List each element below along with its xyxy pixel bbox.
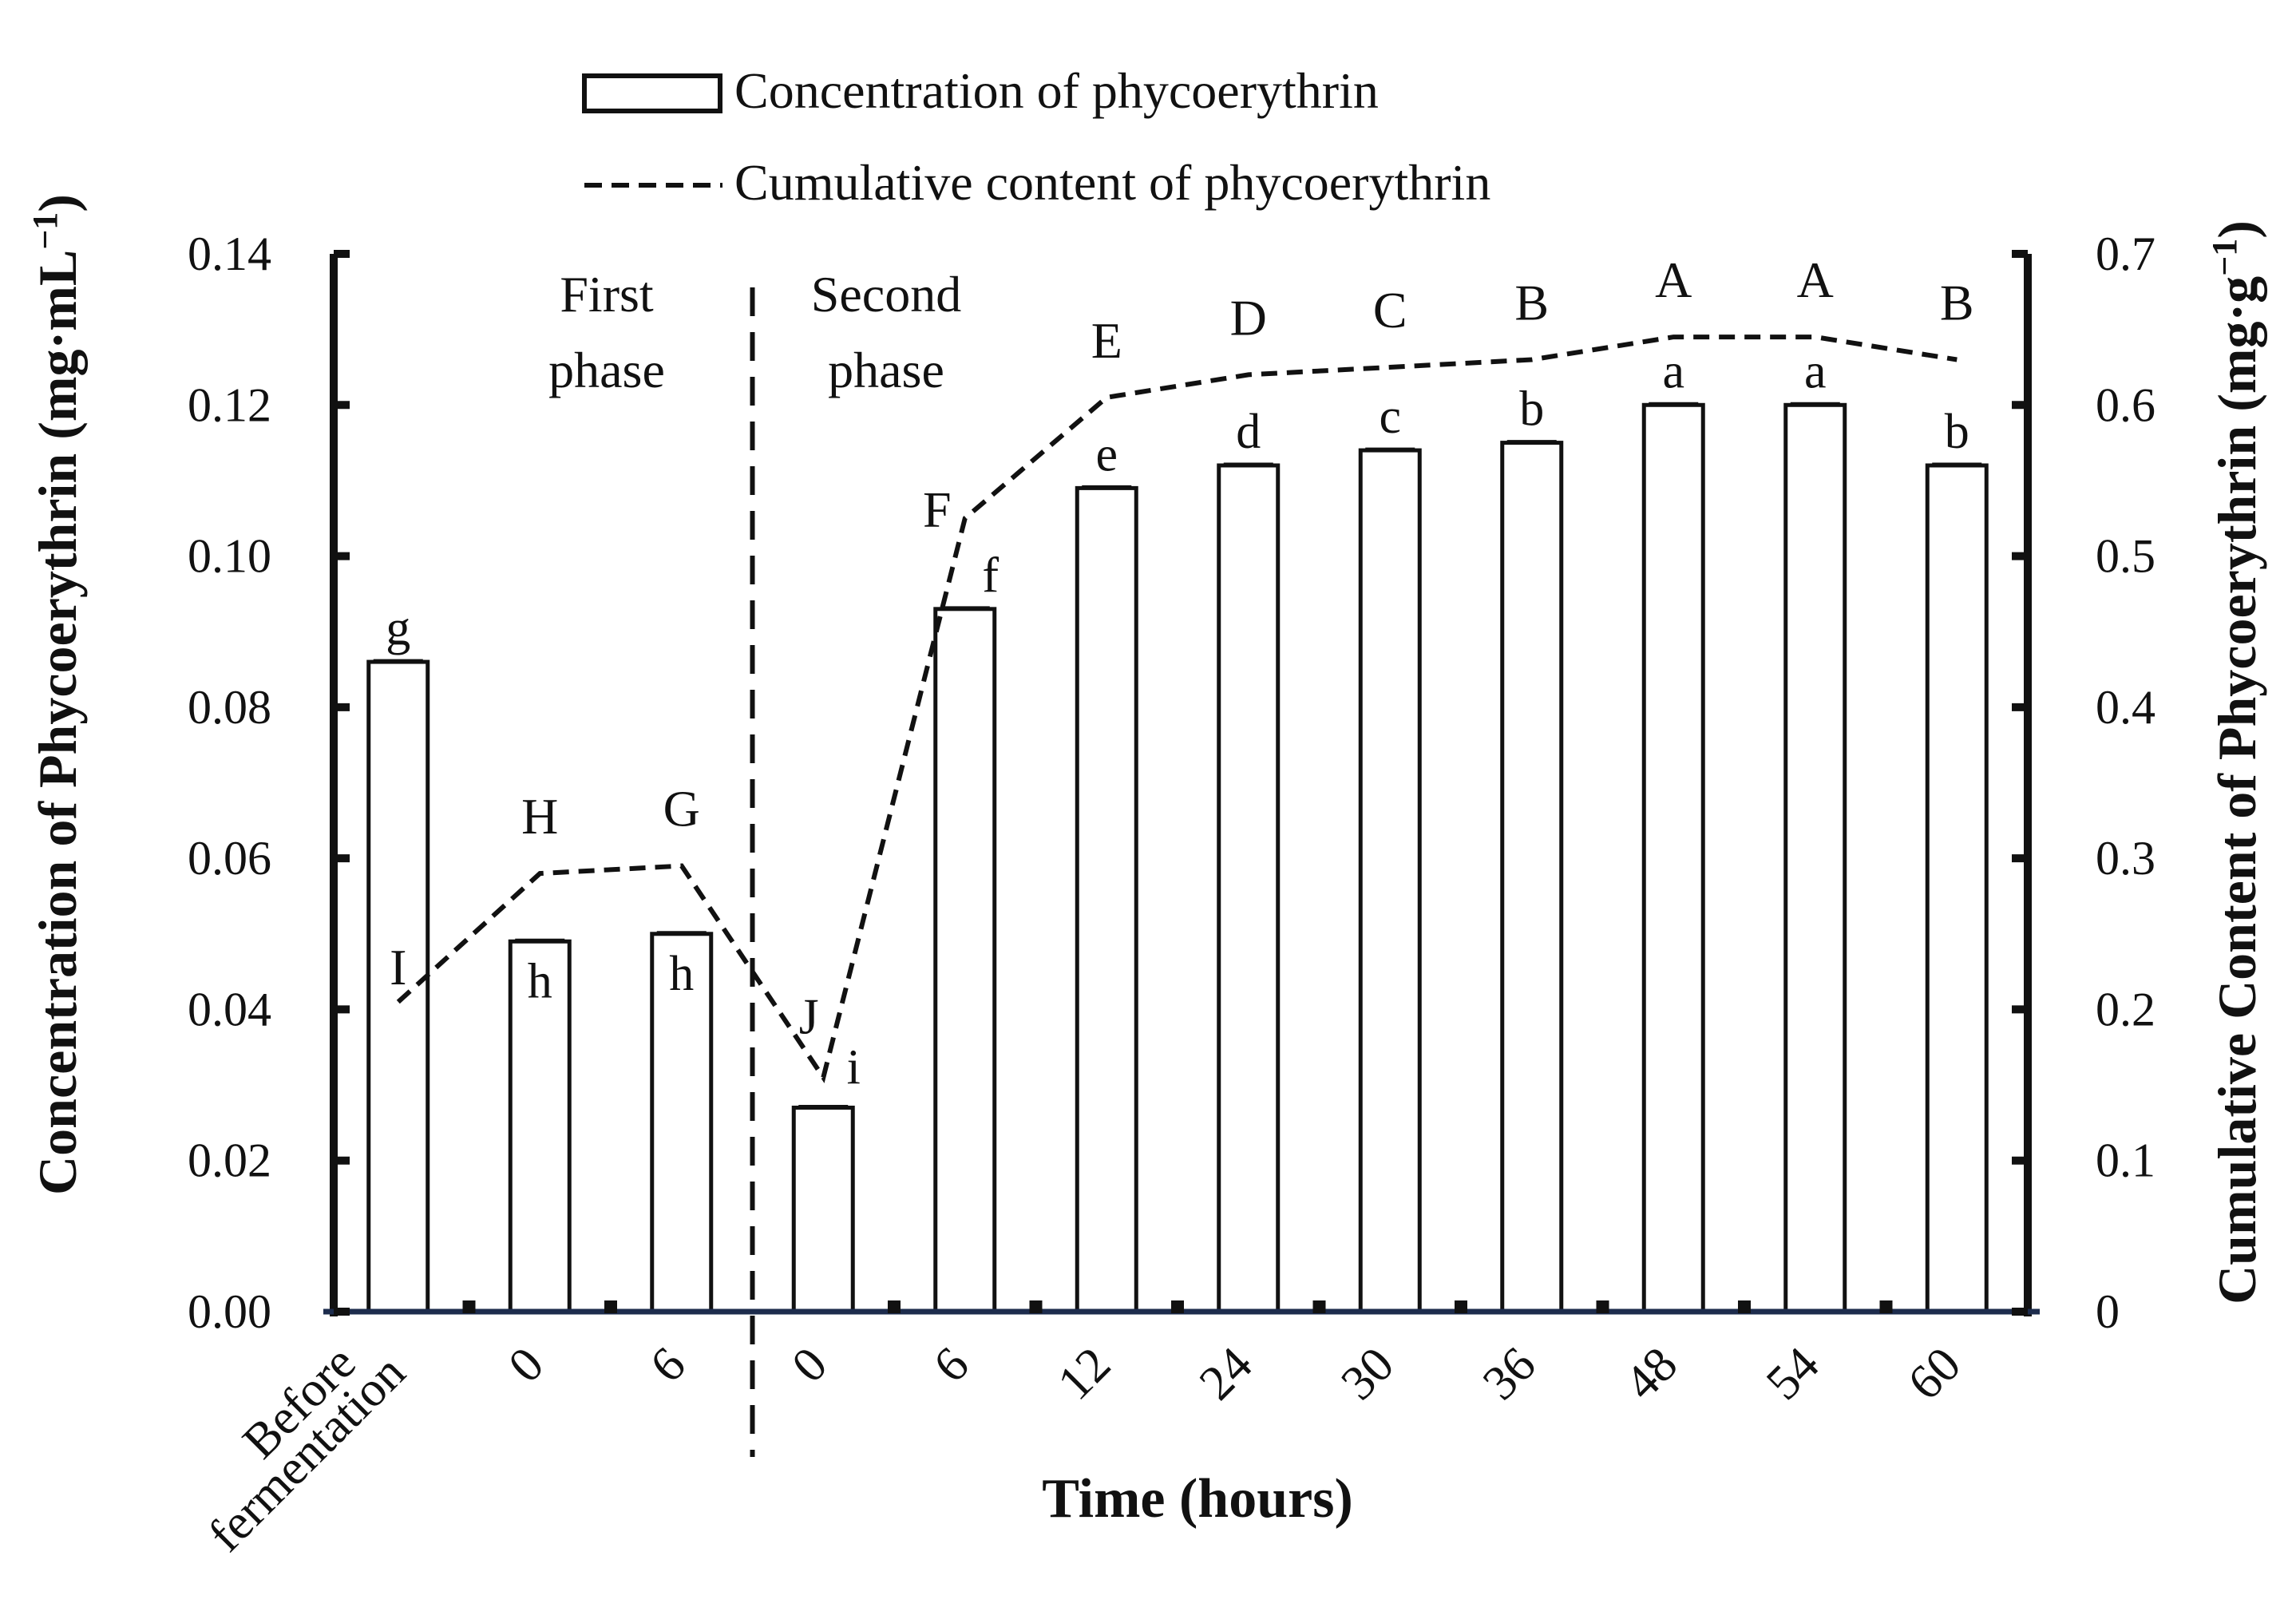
right-tick-label: 0.6 <box>2096 378 2155 431</box>
line-significance-label: D <box>1230 289 1267 346</box>
right-tick-label: 0.1 <box>2096 1134 2155 1187</box>
legend-bar-swatch <box>582 73 722 113</box>
line-significance-label: C <box>1373 282 1407 338</box>
line-significance-label: F <box>923 481 952 537</box>
line-significance-label: A <box>1655 251 1692 308</box>
phase-label: Second <box>811 266 961 323</box>
bar <box>366 659 430 1314</box>
line-significance-label: B <box>1514 275 1549 331</box>
bar <box>1500 441 1564 1314</box>
x-tick-label: 60 <box>1898 1337 1971 1411</box>
right-tick-label: 0.2 <box>2096 983 2155 1035</box>
right-tick-label: 0.4 <box>2096 681 2155 734</box>
x-tick <box>1029 1300 1043 1313</box>
bar <box>1783 402 1847 1314</box>
x-tick <box>604 1300 617 1313</box>
right-tick-label: 0.5 <box>2096 530 2155 583</box>
x-tick-label: 24 <box>1190 1337 1263 1411</box>
bar-significance-label: d <box>1236 405 1261 459</box>
phase-label: phase <box>548 342 665 398</box>
bar <box>1075 485 1138 1314</box>
line-significance-label: A <box>1797 251 1834 308</box>
left-tick-label: 0.14 <box>188 228 271 280</box>
bar-significance-label: g <box>386 601 410 655</box>
bar <box>1217 463 1281 1314</box>
x-axis-title: Time (hours) <box>1042 1468 1353 1530</box>
bar <box>1641 402 1705 1314</box>
x-tick-label: 12 <box>1047 1337 1121 1411</box>
x-tick-label: 54 <box>1756 1337 1830 1411</box>
right-tick-label: 0 <box>2096 1285 2120 1338</box>
bar <box>1925 463 1989 1314</box>
x-tick-label: 0 <box>498 1337 554 1393</box>
left-tick-label: 0.06 <box>188 832 271 885</box>
line-significance-label: E <box>1091 312 1122 369</box>
right-tick-label: 0.7 <box>2096 228 2155 280</box>
bar <box>791 1105 855 1314</box>
x-tick <box>888 1300 901 1313</box>
bar-significance-label: b <box>1519 382 1544 437</box>
left-tick-label: 0.00 <box>188 1285 271 1338</box>
bar-significance-label: h <box>528 954 552 1008</box>
bar-significance-label: h <box>669 947 694 1001</box>
line-significance-label: H <box>521 788 558 845</box>
bar-significance-label: b <box>1945 405 1969 459</box>
phase-label: phase <box>828 342 944 398</box>
right-tick-label: 0.3 <box>2096 832 2155 885</box>
bar <box>933 607 997 1314</box>
bar-significance-label: e <box>1095 427 1118 481</box>
x-tick <box>1738 1300 1751 1313</box>
left-tick-label: 0.04 <box>188 983 271 1035</box>
bar-significance-label: f <box>982 548 999 603</box>
bar <box>650 932 714 1314</box>
left-tick-label: 0.10 <box>188 530 271 583</box>
right-axis-title: Cumulative Content of Phycoerythrin (mg·… <box>2205 220 2268 1304</box>
left-tick-label: 0.08 <box>188 681 271 734</box>
line-significance-label: I <box>390 939 406 996</box>
x-tick-label: 36 <box>1473 1337 1546 1411</box>
bar <box>1358 448 1422 1314</box>
bar-significance-label: c <box>1379 390 1401 444</box>
x-tick <box>1312 1300 1326 1313</box>
bar-significance-label: i <box>847 1040 861 1095</box>
legend-line-label: Cumulative content of phycoerythrin <box>734 154 1490 211</box>
line-significance-label: J <box>799 988 819 1045</box>
left-axis-title: Concentration of Phycoerythrin (mg·mL−1) <box>26 194 89 1195</box>
x-tick <box>462 1300 476 1313</box>
cumulative-line <box>396 334 1958 1083</box>
x-tick <box>1455 1300 1467 1313</box>
x-tick-label: 6 <box>924 1337 980 1393</box>
x-tick-label: 30 <box>1331 1337 1404 1411</box>
x-tick <box>1171 1300 1184 1313</box>
left-tick-label: 0.02 <box>188 1134 271 1187</box>
x-tick <box>1879 1300 1893 1313</box>
bar-significance-label: a <box>1662 344 1684 398</box>
x-tick-label: 0 <box>782 1337 837 1393</box>
legend-bar-label: Concentration of phycoerythrin <box>734 62 1379 119</box>
x-tick <box>1596 1300 1609 1313</box>
bar-significance-label: a <box>1804 344 1827 398</box>
x-tick-label: 6 <box>640 1337 696 1393</box>
phase-label: First <box>560 266 654 323</box>
line-significance-label: G <box>663 781 700 837</box>
x-tick-label: 48 <box>1614 1337 1688 1411</box>
left-tick-label: 0.12 <box>188 378 271 431</box>
line-significance-label: B <box>1940 275 1974 331</box>
